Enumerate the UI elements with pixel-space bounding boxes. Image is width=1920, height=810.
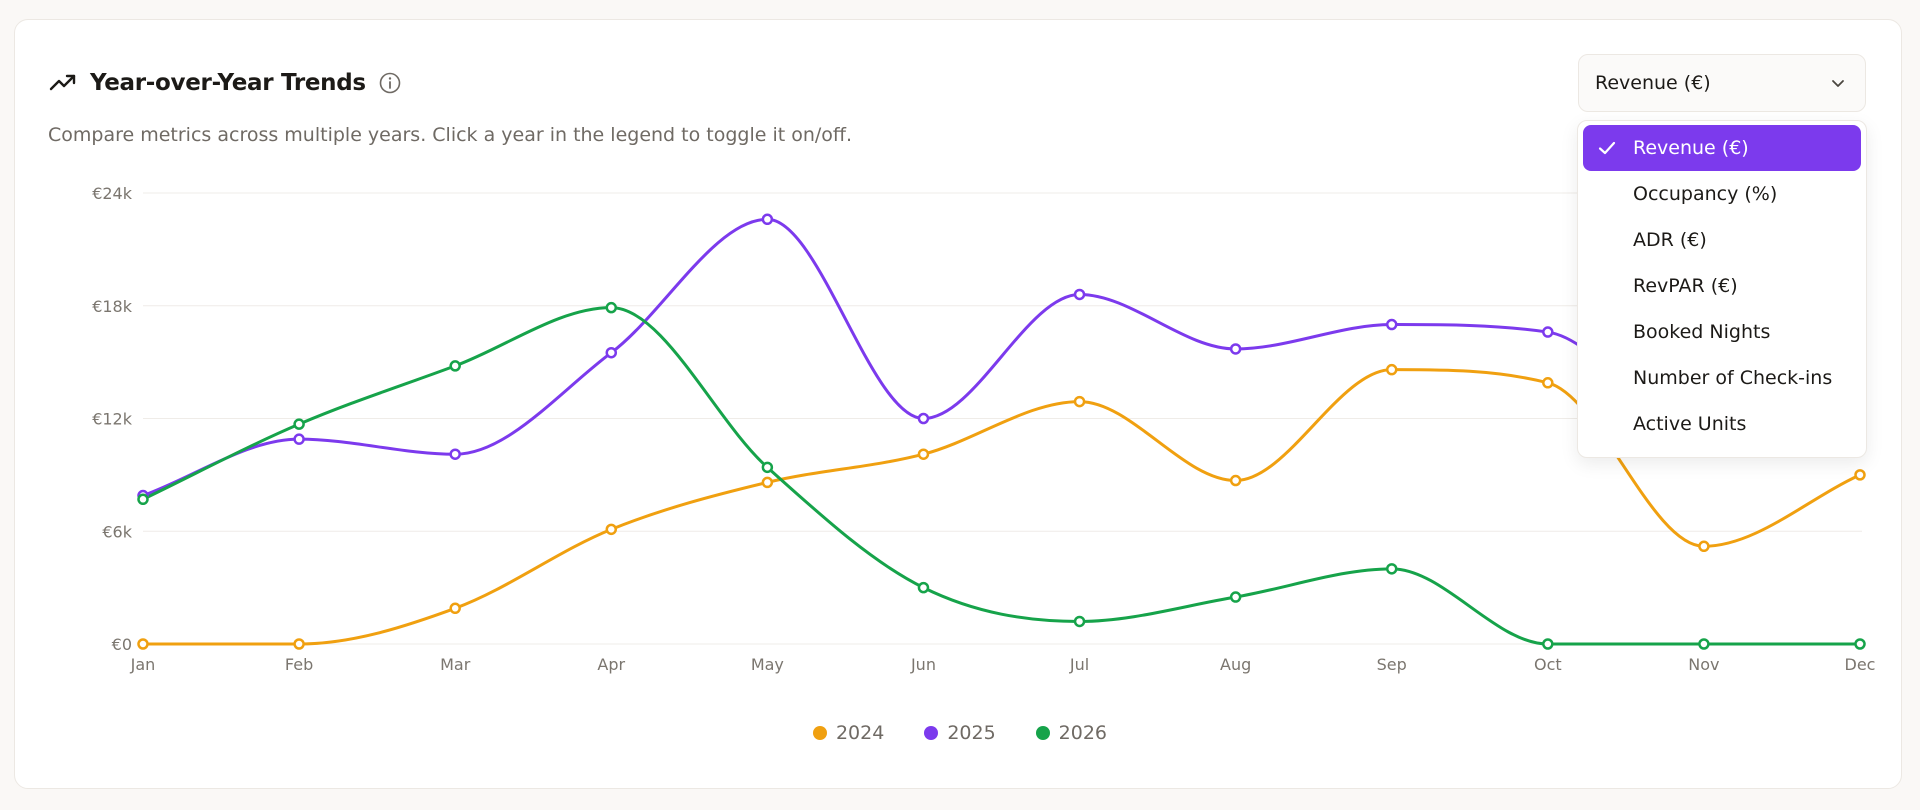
data-point-2026: [605, 301, 618, 314]
y-tick-label: €6k: [102, 522, 132, 541]
data-point-2025: [1385, 318, 1398, 331]
data-point-2024: [137, 638, 149, 650]
page-title: Year-over-Year Trends: [90, 70, 366, 96]
legend-label: 2024: [835, 722, 885, 744]
metric-option-label: Active Units: [1633, 413, 1747, 435]
data-point-2026: [1698, 638, 1710, 650]
metric-option-label: Booked Nights: [1633, 321, 1771, 343]
data-point-2024: [1073, 395, 1086, 408]
x-tick-label: Apr: [597, 655, 625, 674]
data-point-2026: [761, 461, 774, 474]
metric-option[interactable]: Active Units: [1583, 401, 1861, 447]
metric-option[interactable]: Revenue (€): [1583, 125, 1861, 171]
x-tick-label: Oct: [1534, 655, 1562, 674]
legend-swatch: [1035, 726, 1050, 740]
y-tick-label: €24k: [92, 184, 133, 203]
x-tick-label: Feb: [285, 655, 313, 674]
metric-select-value: Revenue (€): [1595, 72, 1711, 94]
card-header: Year-over-Year Trends: [48, 68, 402, 98]
data-point-2024: [449, 602, 461, 615]
data-point-2026: [449, 360, 461, 372]
y-tick-label: €18k: [92, 297, 133, 316]
info-icon[interactable]: [378, 71, 402, 95]
x-tick-label: Aug: [1220, 655, 1251, 674]
metric-dropdown-menu: Revenue (€) Occupancy (%) ADR (€) RevPAR (€…: [1577, 120, 1867, 458]
legend-item-2025[interactable]: 2025: [924, 722, 996, 744]
metric-option-label: Number of Check-ins: [1633, 367, 1833, 389]
legend-swatch: [924, 726, 939, 740]
chevron-down-icon: [1832, 80, 1844, 87]
data-point-2024: [1542, 377, 1554, 389]
data-point-2024: [1229, 474, 1242, 487]
metric-option[interactable]: Booked Nights: [1583, 309, 1861, 355]
data-point-2025: [761, 213, 774, 226]
x-tick-label: Sep: [1377, 655, 1407, 674]
legend-label: 2025: [947, 722, 996, 744]
metric-option[interactable]: RevPAR (€): [1583, 263, 1861, 309]
data-point-2025: [1542, 326, 1554, 338]
x-tick-label: Nov: [1688, 655, 1719, 674]
x-tick-label: Mar: [440, 655, 471, 674]
data-point-2026: [293, 418, 305, 430]
metric-option-label: Revenue (€): [1633, 137, 1749, 159]
legend-swatch: [812, 726, 827, 740]
data-point-2024: [605, 523, 618, 536]
y-tick-label: €12k: [92, 410, 133, 429]
data-point-2026: [1542, 638, 1554, 650]
data-point-2026: [1229, 591, 1242, 603]
data-point-2024: [293, 638, 305, 650]
metric-option-label: RevPAR (€): [1633, 275, 1738, 297]
data-point-2026: [917, 581, 930, 594]
metric-option[interactable]: Number of Check-ins: [1583, 355, 1861, 401]
trending-up-icon: [48, 68, 78, 98]
metric-option-label: ADR (€): [1633, 229, 1707, 251]
legend-label: 2026: [1058, 722, 1108, 744]
metric-option[interactable]: Occupancy (%): [1583, 171, 1861, 217]
data-point-2024: [1698, 540, 1710, 553]
x-tick-label: May: [751, 655, 784, 674]
data-point-2026: [137, 493, 149, 506]
metric-option-label: Occupancy (%): [1633, 183, 1778, 205]
data-point-2026: [1385, 563, 1398, 575]
metric-option[interactable]: ADR (€): [1583, 217, 1861, 263]
data-point-2024: [917, 448, 930, 460]
x-tick-label: Jul: [1069, 655, 1089, 674]
legend-item-2024[interactable]: 2024: [812, 722, 885, 744]
card-subtitle: Compare metrics across multiple years. C…: [48, 124, 853, 146]
data-point-2026: [1073, 615, 1086, 628]
data-point-2024: [1385, 363, 1398, 376]
metric-select[interactable]: Revenue (€): [1578, 54, 1866, 112]
x-tick-label: Jun: [910, 655, 936, 674]
data-point-2025: [1229, 343, 1242, 355]
data-point-2025: [293, 433, 305, 445]
chart-legend: 2024 2025 2026: [0, 722, 1920, 744]
x-tick-label: Jan: [130, 655, 156, 674]
data-point-2025: [449, 448, 461, 460]
x-tick-label: Dec: [1845, 655, 1876, 674]
data-point-2025: [1073, 288, 1086, 301]
legend-item-2026[interactable]: 2026: [1035, 722, 1108, 744]
data-point-2025: [917, 412, 930, 425]
data-point-2024: [1854, 469, 1866, 481]
data-point-2025: [605, 346, 618, 359]
check-icon: [1598, 141, 1616, 155]
data-point-2026: [1854, 638, 1866, 650]
y-tick-label: €0: [112, 635, 132, 654]
data-point-2024: [761, 476, 774, 489]
trend-chart: €0 €6k €12k €18k €24k Jan Feb Mar Apr May Jun Jul Au…: [92, 184, 1876, 674]
